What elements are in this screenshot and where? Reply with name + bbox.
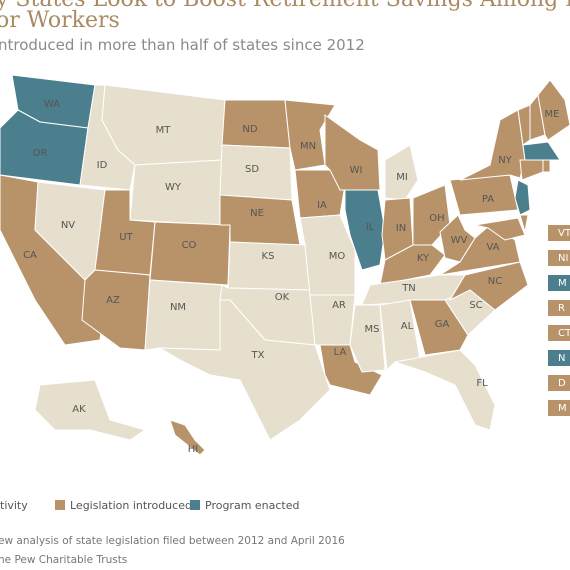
state: [349, 304, 386, 373]
state-label: AR: [332, 300, 346, 311]
legend-label: Legislation introduced: [70, 499, 192, 512]
state-label: OR: [33, 148, 48, 159]
state-label: MI: [396, 172, 408, 183]
state-label: MO: [329, 251, 346, 262]
state-label: SC: [469, 300, 482, 311]
state-label: MN: [300, 141, 316, 152]
side-label: M: [558, 278, 567, 289]
side-label: M: [558, 403, 567, 414]
state-label: OH: [429, 213, 444, 224]
state-label: NY: [498, 155, 512, 166]
state-label: MS: [365, 324, 380, 335]
state: [144, 279, 223, 351]
state-label: TN: [401, 283, 416, 294]
state-label: KY: [417, 253, 430, 264]
state-label: KS: [262, 251, 275, 262]
state: [522, 141, 561, 161]
state: [519, 214, 529, 233]
state-label: IL: [366, 222, 375, 233]
state: [514, 179, 531, 216]
state-label: NV: [61, 220, 75, 231]
state: [542, 159, 551, 173]
state-label: NE: [250, 208, 264, 219]
state-label: WY: [165, 182, 182, 193]
state-label: IA: [317, 200, 327, 211]
side-label: NI: [558, 253, 568, 264]
state-label: WI: [350, 165, 363, 176]
state-label: MT: [156, 125, 172, 136]
state: [294, 169, 346, 219]
state-label: SD: [245, 164, 259, 175]
state-label: WA: [44, 99, 60, 110]
side-label: D: [558, 378, 566, 389]
state-label: ND: [242, 124, 257, 135]
state: [537, 79, 570, 141]
state: [394, 349, 496, 431]
state-label: LA: [334, 347, 347, 358]
title-line: or Workers: [0, 8, 120, 33]
state: [34, 379, 147, 441]
state: [448, 261, 529, 311]
side-label: R: [558, 303, 565, 314]
legend-label: Program enacted: [205, 499, 300, 512]
side-tab: [548, 300, 570, 316]
side-tab: [548, 375, 570, 391]
state-label: WV: [451, 235, 468, 246]
side-tab: [548, 350, 570, 366]
state-label: HI: [188, 444, 198, 455]
state: [149, 221, 231, 286]
state: [439, 214, 476, 263]
state: [169, 419, 206, 456]
state-label: GA: [435, 319, 450, 330]
state-label: ME: [545, 109, 560, 120]
state-label: AL: [401, 321, 414, 332]
state-label: FL: [476, 378, 488, 389]
state-label: PA: [482, 194, 494, 205]
state: [459, 109, 526, 181]
state: [344, 189, 386, 271]
side-tab: [548, 225, 570, 241]
state-label: NC: [488, 276, 502, 287]
side-label: N: [558, 353, 565, 364]
side-label: CT: [558, 328, 570, 339]
state-label: VA: [486, 242, 499, 253]
source: he Pew Charitable Trusts: [0, 554, 127, 566]
legend-swatch: [55, 500, 65, 510]
title-line: y States Look to Boost Retirement Saving…: [0, 0, 570, 12]
state: [219, 194, 301, 246]
subtitle: ntroduced in more than half of states si…: [0, 36, 365, 54]
state-label: CO: [182, 240, 197, 251]
side-tab: [548, 250, 570, 266]
state: [158, 299, 331, 441]
state-label: IN: [396, 223, 406, 234]
side-tab: [548, 325, 570, 341]
side-tab: [548, 275, 570, 291]
state-label: ID: [97, 160, 108, 171]
state: [384, 144, 419, 201]
state: [519, 159, 544, 181]
note: ew analysis of state legislation filed b…: [0, 535, 345, 547]
side-tab: [548, 400, 570, 416]
side-label: VT: [558, 228, 570, 239]
state-label: OK: [275, 292, 290, 303]
legend-swatch: [190, 500, 200, 510]
state: [227, 241, 311, 291]
state-label: UT: [119, 232, 133, 243]
state: [474, 217, 526, 241]
state-label: AZ: [106, 295, 120, 306]
legend-label: tivity: [0, 499, 28, 512]
state-label: AK: [72, 404, 86, 415]
state-label: CA: [23, 250, 37, 261]
state-label: TX: [251, 350, 265, 361]
state-label: NM: [170, 302, 186, 313]
